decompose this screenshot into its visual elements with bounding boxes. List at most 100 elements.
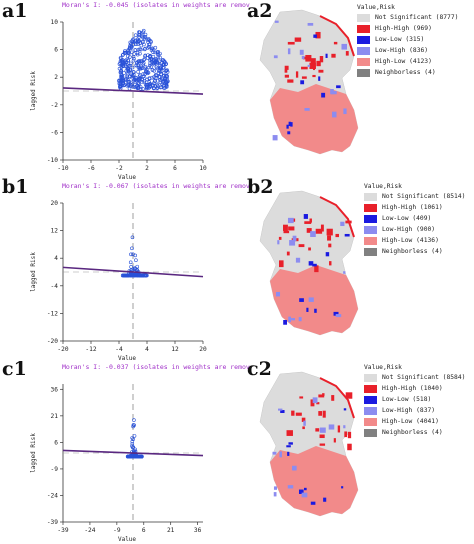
coast-high-high [319,15,355,57]
cluster-low-high [279,451,282,458]
data-point [147,42,152,47]
data-point [127,55,132,59]
data-point [145,273,149,278]
cluster-low-high [319,427,326,433]
cluster-low-low [286,445,291,448]
legend-label: Low-High (900) [382,226,436,233]
data-point [148,61,152,65]
data-point [139,454,144,459]
data-point [130,442,135,446]
cluster-high-high [295,412,302,416]
panel-row-b: Moran's I: -0.067 (isolates in weights a… [0,176,474,362]
data-point [131,54,136,59]
cluster-high-high [291,410,295,416]
cluster-low-high [288,316,291,323]
cluster-high-high [333,41,338,45]
cluster-high-high [318,411,323,416]
cluster-high-high [345,51,349,56]
y-tick-label: 36 [51,386,59,393]
legend-label: Not Significant (8777) [375,14,459,21]
cluster-low-high [328,424,335,430]
data-point [155,78,160,83]
data-point [130,439,135,444]
cluster-low-high [304,107,310,111]
cluster-low-high [332,111,337,118]
data-point [163,77,167,82]
cluster-high-high [316,402,320,405]
data-point [130,44,134,49]
cluster-high-high [318,394,325,398]
cluster-low-high [312,397,318,404]
data-point [133,253,138,258]
cluster-low-low [280,410,285,413]
cluster-low-high [343,271,346,274]
data-point [130,75,134,80]
data-point [126,77,130,82]
cluster-high-high [301,66,308,70]
data-point [138,30,142,35]
cluster-high-high [315,428,320,432]
x-tick-label: -4 [115,346,123,353]
data-point [137,59,142,64]
data-point [147,80,152,84]
cluster-low-low [336,85,341,89]
cluster-high-high [304,221,312,224]
cluster-high-high [327,235,332,241]
data-point [131,85,136,89]
data-point [133,273,137,278]
data-point [159,85,164,90]
cluster-low-low [306,307,309,312]
data-point [157,59,162,64]
cluster-low-high [273,55,278,59]
cluster-low-low [333,311,339,316]
data-point [140,273,144,278]
cluster-low-high [287,217,294,224]
data-point [132,418,136,422]
data-point [124,65,129,69]
panel-label-b1: b1 [2,176,29,198]
data-point [141,39,145,44]
cluster-low-low [314,308,317,313]
data-point [159,65,163,69]
y-tick-label: 2 [54,74,58,81]
data-point [141,87,145,91]
data-point [123,60,128,64]
data-point [131,39,136,44]
cluster-low-low [325,252,330,257]
y-tick-label: -2 [51,102,59,109]
cluster-high-high [315,228,323,234]
legend-swatch [357,36,370,44]
data-point [153,78,157,83]
x-tick-label: -6 [87,165,95,172]
data-point [155,73,159,78]
cluster-low-low [321,92,326,98]
data-point [161,66,165,70]
y-tick-label: -39 [47,519,58,526]
data-point [163,73,168,78]
data-point [118,82,122,87]
data-point [143,32,148,37]
cluster-low-high [341,43,347,50]
x-tick-label: 2 [145,165,149,172]
cluster-high-high [278,236,282,240]
cluster-high-high [288,226,295,231]
cluster-high-high [302,56,309,60]
coast-high-high [319,377,355,419]
data-point [162,84,167,88]
x-tick-label: -12 [85,346,96,353]
data-point [118,56,123,60]
panel-row-a: Moran's I: -0.045 (isolates in weights a… [0,0,474,181]
legend-label: High-High (1040) [382,385,443,392]
data-point [126,454,130,459]
data-point [165,70,170,74]
y-tick-label: -20 [47,338,58,345]
data-point [140,80,144,84]
legend-label: High-High (969) [375,25,432,32]
legend-label: High-Low (4041) [382,418,439,425]
y-axis-label: lagged Risk [30,71,37,111]
region-high-low [270,84,358,154]
cluster-high-high [287,79,294,83]
data-point [130,246,134,251]
x-tick-label: -20 [57,346,68,353]
data-point [165,68,170,73]
